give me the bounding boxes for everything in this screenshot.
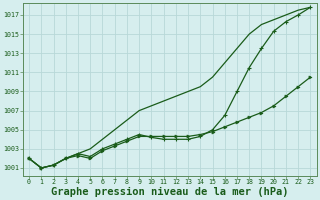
X-axis label: Graphe pression niveau de la mer (hPa): Graphe pression niveau de la mer (hPa) xyxy=(51,186,289,197)
